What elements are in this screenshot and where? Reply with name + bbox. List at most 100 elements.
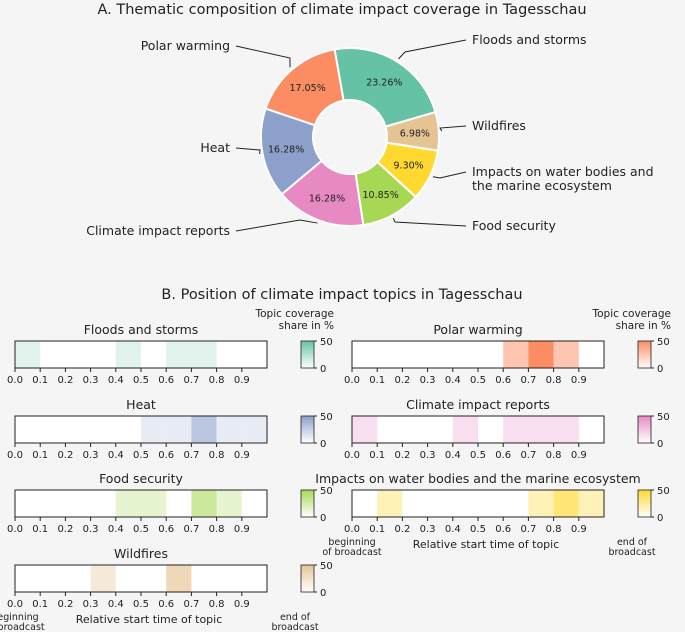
x-tick-label: 0.4 [445,375,461,386]
x-tick-label: 0.2 [57,450,73,461]
x-tick-label: 0.5 [470,450,486,461]
x-tick-label: 0.4 [108,375,124,386]
heatmap-panel: Impacts on water bodies and the marine e… [315,471,669,558]
heatmap-cell [115,341,141,368]
x-tick-label: 0.6 [495,524,511,535]
heatmap-cell [90,565,116,592]
x-tick-label: 0.4 [108,524,124,535]
panel-background [15,565,267,592]
x-tick-label: 0.9 [571,524,587,535]
pie-leader-line [235,147,261,155]
pie-slice-percent: 17.05% [290,83,326,94]
colorbar-tick-label: 0 [320,364,326,375]
pie-leader-line [439,125,467,132]
heatmap-cell [191,416,217,443]
x-tick-label: 0.6 [158,375,174,386]
heatmap-cell [216,416,242,443]
x-tick-label: 0.0 [7,599,23,610]
pie-slice [264,48,345,127]
pie-slice-percent: 10.85% [363,190,399,201]
heatmap-cell [141,490,167,517]
x-tick-label: 0.5 [133,450,149,461]
x-tick-label: 0.3 [83,599,99,610]
x-tick-label: 0.2 [57,375,73,386]
x-tick-label: 0.4 [445,524,461,535]
pie-slice-label: Impacts on water bodies and the marine ec… [472,164,654,193]
x-tick-label: 0.8 [546,375,562,386]
pie-slice-label: Wildfires [472,118,526,133]
x-end-label: end of broadcast [608,537,655,558]
colorbar [637,340,652,369]
x-tick-label: 0.2 [57,524,73,535]
x-tick-label: 0.9 [571,375,587,386]
panel-title: Polar warming [433,322,522,337]
x-tick-label: 0.8 [546,524,562,535]
heatmap-cell [166,565,192,592]
heatmap-panel: Food security 0.0 0.1 0.2 0.3 0.4 0.5 0.6 0.7 0.8… [7,471,333,535]
heatmap-panel: Heat 0.0 0.1 0.2 0.3 0.4 0.5 0.6 0.7 0.8 0.9 0 50 [7,397,333,461]
x-tick-label: 0.9 [234,599,250,610]
panel-title: Floods and storms [84,322,199,337]
colorbar-tick-label: 50 [320,561,333,572]
pie-leader-line [392,217,467,227]
heatmap-cell [553,416,579,443]
heatmap-panel: Climate impact reports 0.0 0.1 0.2 0.3 0.4 0.5… [344,397,670,461]
colorbar [300,564,315,593]
x-tick-label: 0.8 [209,524,225,535]
colorbar-tick-label: 50 [657,412,670,423]
heatmap-cell [166,416,192,443]
colorbar-tick-label: 50 [320,337,333,348]
panel-title: Impacts on water bodies and the marine e… [315,471,640,486]
colorbar-tick-label: 50 [657,337,670,348]
colorbar-tick-label: 0 [320,588,326,599]
heatmap-cell [15,341,41,368]
x-tick-label: 0.3 [420,450,436,461]
colorbar-title: Topic coverage share in % [592,308,672,332]
x-tick-label: 0.6 [495,450,511,461]
x-tick-label: 0.8 [209,375,225,386]
x-tick-label: 0.3 [83,450,99,461]
heatmap-panel: Floods and storms 0.0 0.1 0.2 0.3 0.4 0.5 0.6 0.… [7,308,334,386]
panel-title: Wildfires [114,546,168,561]
pie-slice-label: Climate impact reports [86,223,230,238]
colorbar-tick-label: 0 [657,364,663,375]
pie-slice-percent: 9.30% [394,161,424,172]
heatmap-cell [578,490,604,517]
x-tick-label: 0.9 [234,450,250,461]
pie-slice-label: Heat [200,140,230,155]
pie-slice-percent: 16.28% [309,193,345,204]
heatmap-cell [191,490,217,517]
pie-slice [333,47,437,128]
heatmap-cell [191,341,217,368]
panel-title: Climate impact reports [406,397,550,412]
x-tick-label: 0.3 [420,524,436,535]
colorbar-tick-label: 0 [657,439,663,450]
x-axis-label: Relative start time of topic [76,613,223,626]
pie-leader-line [235,219,318,232]
colorbar [300,340,315,369]
x-tick-label: 0.0 [7,450,23,461]
x-tick-label: 0.1 [32,450,48,461]
x-tick-label: 0.0 [344,524,360,535]
x-tick-label: 0.5 [133,524,149,535]
x-tick-label: 0.1 [369,450,385,461]
pie-slice-percent: 23.26% [366,77,402,88]
heatmap-cell [553,490,579,517]
heatmap-cell [216,490,242,517]
pie-slice-percent: 16.28% [268,145,304,156]
heatmap-title: B. Position of climate impact topics in … [161,287,522,303]
heatmap-cell [503,416,529,443]
heatmap-cell [241,416,267,443]
x-tick-label: 0.7 [183,375,199,386]
pie-slice-label: Food security [472,218,556,233]
x-tick-label: 0.9 [234,375,250,386]
pie-title: A. Thematic composition of climate impac… [97,2,586,18]
x-tick-label: 0.0 [7,375,23,386]
x-tick-label: 0.2 [394,450,410,461]
pie-leader-line [432,171,467,179]
pie-leader-line [235,45,291,68]
x-tick-label: 0.0 [344,375,360,386]
